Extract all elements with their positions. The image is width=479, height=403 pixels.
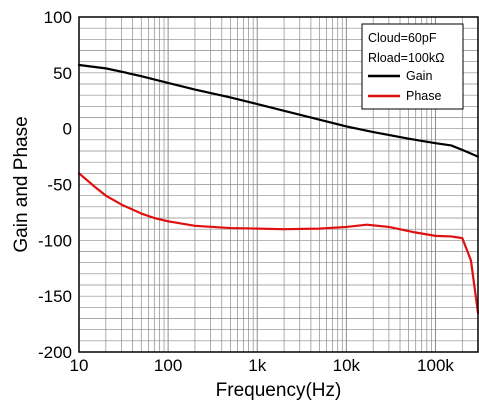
legend: Cloud=60pF Rload=100kΩ Gain Phase — [361, 23, 464, 110]
legend-note-cload: Cloud=60pF — [368, 31, 437, 45]
y-tick-label: 50 — [53, 64, 72, 83]
plot-frame — [78, 16, 479, 353]
y-tick-label: -50 — [47, 176, 72, 195]
series-lines — [77, 63, 479, 315]
x-tick-label: 100k — [417, 356, 454, 375]
series-line-gain — [77, 63, 479, 158]
series-line-phase — [77, 172, 479, 315]
y-axis-title: Gain and Phase — [11, 116, 32, 252]
x-tick-label: 100 — [154, 356, 182, 375]
legend-label-phase: Phase — [406, 89, 441, 103]
legend-label-gain: Gain — [406, 69, 432, 83]
x-tick-label: 10k — [333, 356, 361, 375]
y-tick-label: -150 — [38, 287, 72, 306]
x-axis-title: Frequency(Hz) — [216, 380, 342, 401]
y-tick-label: 100 — [44, 8, 72, 27]
y-tick-label: -200 — [38, 343, 72, 362]
x-tick-label: 1k — [248, 356, 266, 375]
y-tick-label: 0 — [63, 120, 72, 139]
y-tick-label: -100 — [38, 231, 72, 250]
tick-labels: 10 100 1k 10k 100k 100 50 0 -50 -100 -150 -200 — [38, 8, 454, 375]
x-tick-label: 10 — [70, 356, 89, 375]
legend-note-rload: Rload=100kΩ — [368, 51, 444, 65]
